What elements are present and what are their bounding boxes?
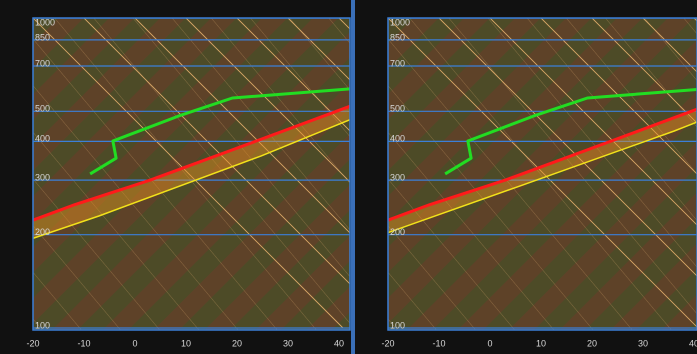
isotherm xyxy=(33,18,344,329)
isotherm xyxy=(185,18,350,183)
isotherm xyxy=(438,18,697,277)
divider xyxy=(351,0,355,354)
y-tick-label: 700 xyxy=(35,58,50,68)
isotherm xyxy=(489,18,697,226)
isotherm xyxy=(540,18,697,175)
plot-area xyxy=(33,18,350,329)
y-tick-label: 1000 xyxy=(390,17,410,27)
y-tick-label: 200 xyxy=(35,227,50,237)
x-tick-label: 20 xyxy=(587,338,597,348)
isotherm xyxy=(134,18,350,234)
cape-area xyxy=(33,106,350,239)
x-tick-label: -20 xyxy=(26,338,39,348)
y-tick-label: 400 xyxy=(35,134,50,144)
profile-line xyxy=(33,104,350,222)
y-tick-label: 300 xyxy=(390,172,405,182)
plot-border xyxy=(387,17,697,331)
x-tick-label: -10 xyxy=(77,338,90,348)
y-tick-label: 200 xyxy=(390,227,405,237)
panel: -20 -10 0 10 20 30 40 100 200 300 400 500 700 850 1000… xyxy=(355,0,697,354)
x-tick-label: 0 xyxy=(132,338,137,348)
isotherm xyxy=(591,18,697,124)
isotherm xyxy=(642,18,697,73)
isotherm xyxy=(287,18,350,81)
adiabats xyxy=(33,18,350,330)
profile-line xyxy=(89,87,350,176)
y-tick-label: 100 xyxy=(390,320,405,330)
plot-area xyxy=(388,18,697,329)
x-tick-label: 40 xyxy=(689,338,697,348)
x-tick-label: 40 xyxy=(334,338,344,348)
x-tick-label: 10 xyxy=(181,338,191,348)
y-tick-label: 850 xyxy=(35,32,50,42)
y-tick-label: 500 xyxy=(35,104,50,114)
y-tick-label: 400 xyxy=(390,134,405,144)
isotherm xyxy=(388,18,697,328)
plot-border xyxy=(32,17,351,331)
x-tick-label: 0 xyxy=(487,338,492,348)
profile-line xyxy=(388,107,697,222)
x-tick-label: -10 xyxy=(432,338,445,348)
y-tick-label: 1000 xyxy=(35,17,55,27)
x-tick-label: 10 xyxy=(536,338,546,348)
cape-area xyxy=(388,109,697,233)
y-tick-label: 100 xyxy=(35,320,50,330)
x-tick-label: 30 xyxy=(638,338,648,348)
isotherm xyxy=(83,18,350,285)
y-tick-label: 300 xyxy=(35,172,50,182)
profile-line xyxy=(33,118,350,240)
profile-line xyxy=(388,121,697,234)
y-tick-label: 500 xyxy=(390,104,405,114)
x-tick-label: 30 xyxy=(283,338,293,348)
profile-line xyxy=(444,87,697,176)
x-tick-label: -20 xyxy=(381,338,394,348)
y-tick-label: 850 xyxy=(390,32,405,42)
panel: -20 -10 0 10 20 30 40 100 200 300 400 500 700 850 1000 xyxy=(26,17,351,349)
y-tick-label: 700 xyxy=(390,58,405,68)
x-tick-label: 20 xyxy=(232,338,242,348)
isotherm xyxy=(236,18,350,132)
